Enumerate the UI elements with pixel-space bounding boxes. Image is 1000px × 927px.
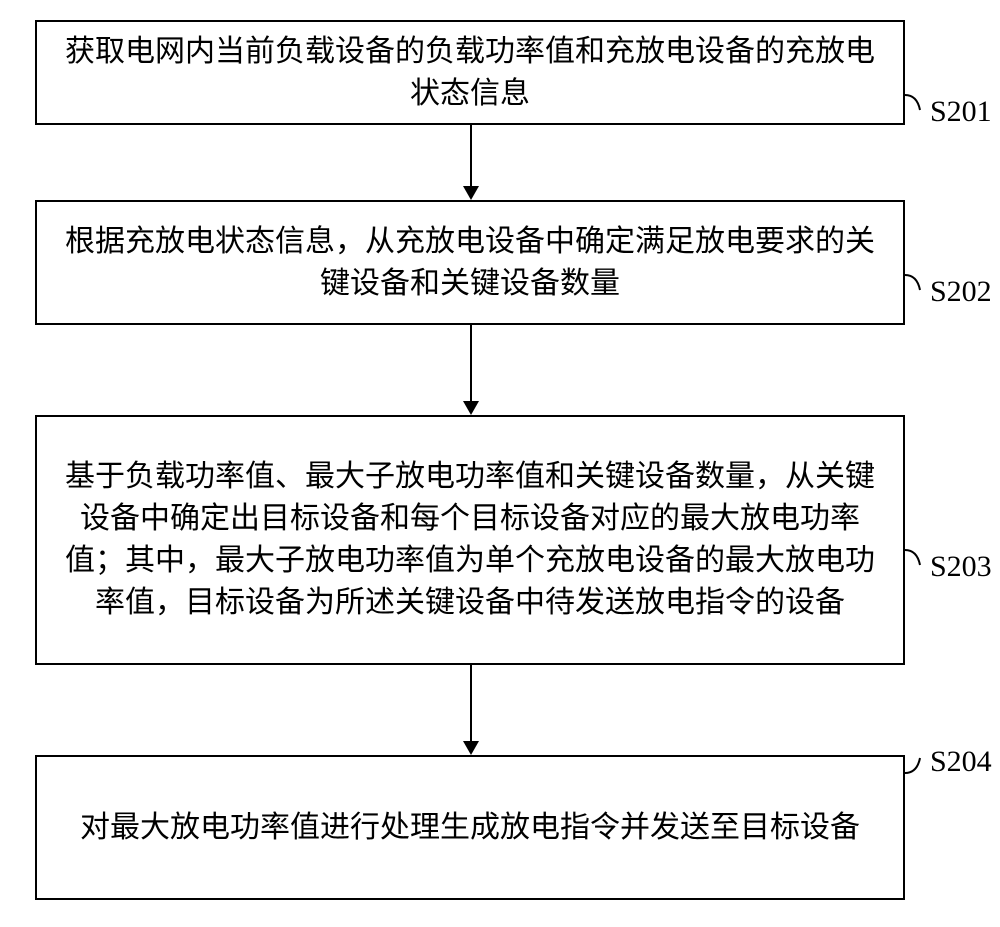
step-text-s204: 对最大放电功率值进行处理生成放电指令并发送至目标设备 xyxy=(80,807,860,849)
arrow-s202-s203 xyxy=(470,325,472,415)
arrow-s201-s202 xyxy=(470,125,472,200)
step-text-s201: 获取电网内当前负载设备的负载功率值和充放电设备的充放电状态信息 xyxy=(57,31,883,115)
arrow-s203-s204 xyxy=(470,665,472,755)
step-label-s202: S202 xyxy=(930,275,992,309)
step-label-s201: S201 xyxy=(930,95,992,129)
step-box-s203: 基于负载功率值、最大子放电功率值和关键设备数量，从关键设备中确定出目标设备和每个… xyxy=(35,415,905,665)
step-box-s202: 根据充放电状态信息，从充放电设备中确定满足放电要求的关键设备和关键设备数量 xyxy=(35,200,905,325)
step-box-s204: 对最大放电功率值进行处理生成放电指令并发送至目标设备 xyxy=(35,755,905,900)
step-box-s201: 获取电网内当前负载设备的负载功率值和充放电设备的充放电状态信息 xyxy=(35,20,905,125)
step-label-s204: S204 xyxy=(930,745,992,779)
flowchart-container: 获取电网内当前负载设备的负载功率值和充放电设备的充放电状态信息 S201 根据充… xyxy=(0,0,1000,927)
step-label-s203: S203 xyxy=(930,550,992,584)
step-text-s202: 根据充放电状态信息，从充放电设备中确定满足放电要求的关键设备和关键设备数量 xyxy=(57,221,883,305)
step-text-s203: 基于负载功率值、最大子放电功率值和关键设备数量，从关键设备中确定出目标设备和每个… xyxy=(57,456,883,624)
